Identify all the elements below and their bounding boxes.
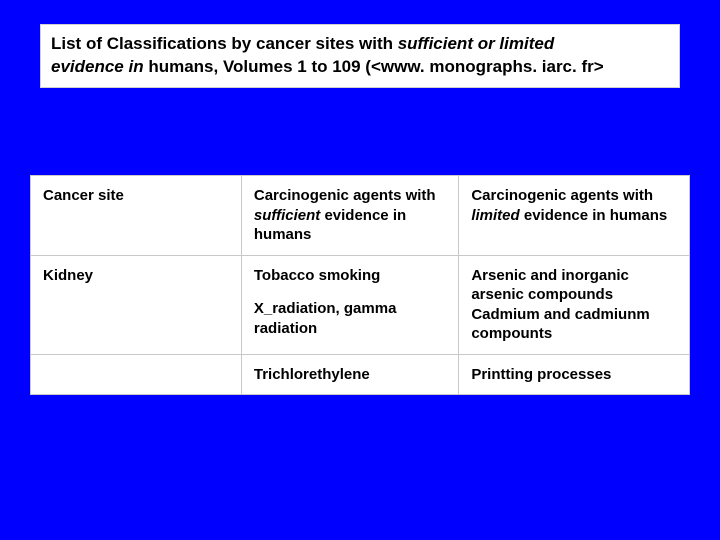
title-text-italic2: evidence in [51,57,148,76]
cell-sufficient-2: Trichlorethylene [241,354,458,395]
cell-site-kidney: Kidney [31,255,242,354]
cell-sufficient-2-text: Trichlorethylene [254,366,370,383]
header-limited-c: evidence in humans [520,207,668,224]
cell-site-empty [31,354,242,395]
title-text-italic1: sufficient or limited [398,34,555,53]
table-header-row: Cancer site Carcinogenic agents with suf… [31,176,690,256]
header-limited-a: Carcinogenic agents with [471,187,653,204]
cell-limited-2-text: Printting processes [471,366,611,383]
header-sufficient-a: Carcinogenic agents with [254,187,436,204]
table: Cancer site Carcinogenic agents with suf… [30,175,690,395]
table-row: Kidney Tobacco smoking X_radiation, gamm… [31,255,690,354]
header-sufficient: Carcinogenic agents with sufficient evid… [241,176,458,256]
cell-site-kidney-text: Kidney [43,267,93,284]
cell-sufficient-1-p1: Tobacco smoking [254,266,446,286]
header-limited-b: limited [471,207,519,224]
header-cancer-site-text: Cancer site [43,187,124,204]
cell-sufficient-1-p2: X_radiation, gamma radiation [254,299,446,338]
title-text-part1: List of Classifications by cancer sites … [51,34,398,53]
classification-table: Cancer site Carcinogenic agents with suf… [30,175,690,395]
header-cancer-site: Cancer site [31,176,242,256]
cell-limited-1: Arsenic and inorganic arsenic compounds … [459,255,690,354]
slide-title: List of Classifications by cancer sites … [40,24,680,88]
header-sufficient-b: sufficient [254,207,320,224]
title-text-part2: humans, Volumes 1 to 109 (<www. monograp… [148,57,603,76]
cell-limited-1-p1: Arsenic and inorganic arsenic compounds … [471,266,677,344]
table-row: Trichlorethylene Printting processes [31,354,690,395]
header-limited: Carcinogenic agents with limited evidenc… [459,176,690,256]
slide: List of Classifications by cancer sites … [0,0,720,540]
cell-sufficient-1: Tobacco smoking X_radiation, gamma radia… [241,255,458,354]
cell-limited-2: Printting processes [459,354,690,395]
